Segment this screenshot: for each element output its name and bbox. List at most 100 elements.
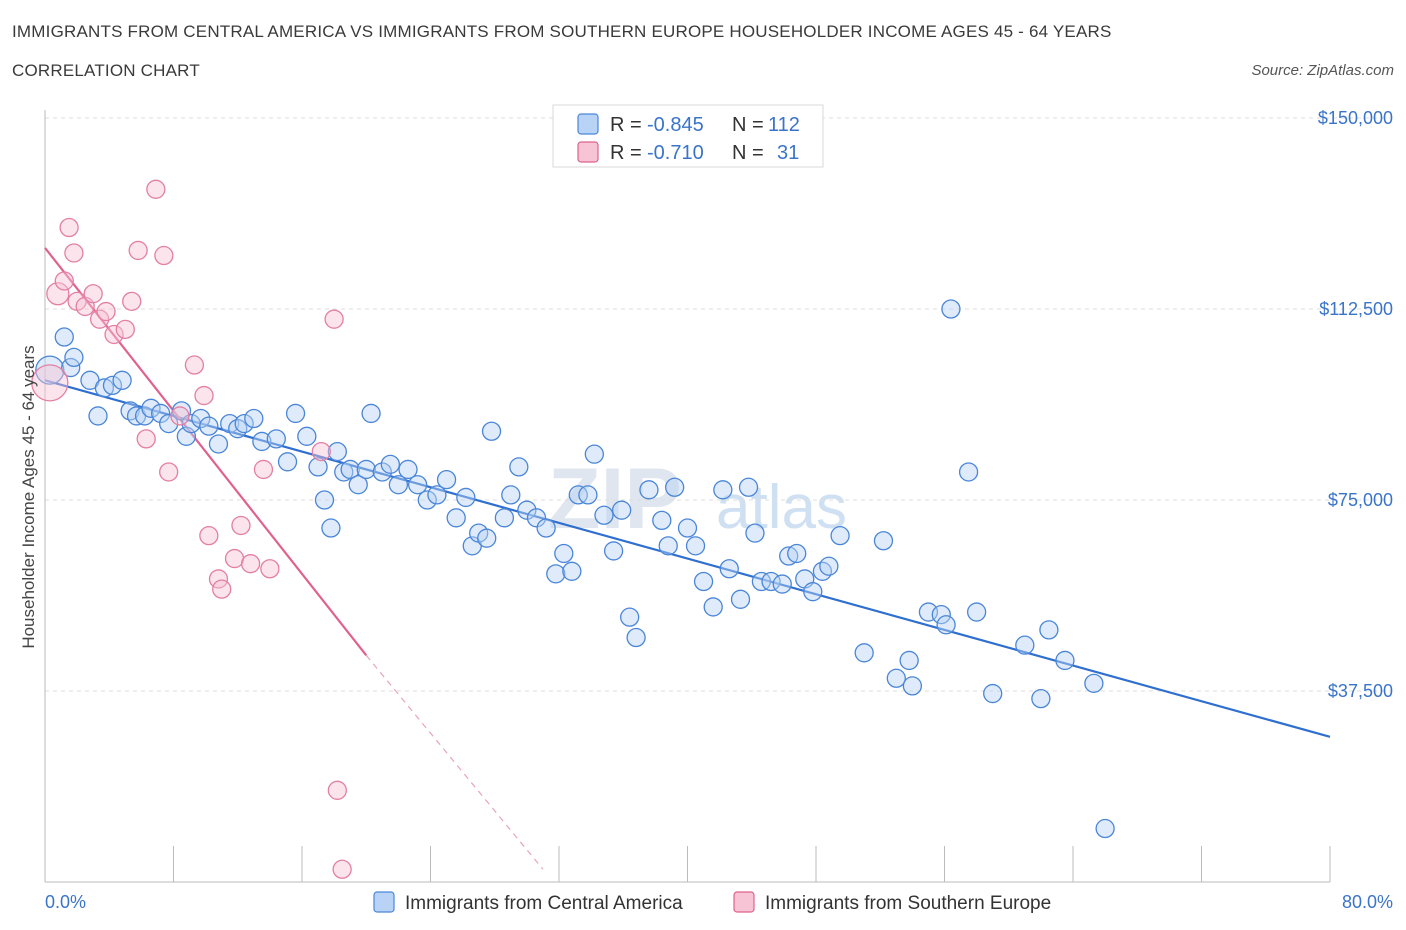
point-central-america-0 xyxy=(35,355,65,385)
y-tick-label-0: $37,500 xyxy=(1328,681,1393,701)
point-central-america-8 xyxy=(112,370,132,390)
point-southern-europe-4 xyxy=(64,243,84,263)
point-central-america-61 xyxy=(562,561,582,581)
legend-r-value-1: -0.845 xyxy=(647,114,704,136)
point-central-america-36 xyxy=(348,475,368,495)
point-southern-europe-31 xyxy=(327,780,347,800)
axes xyxy=(44,110,1331,883)
point-central-america-31 xyxy=(314,490,335,510)
point-central-america-101 xyxy=(941,299,961,319)
series-legend: Immigrants from Central America Immigran… xyxy=(373,891,1051,914)
point-central-america-60 xyxy=(554,543,574,564)
point-central-america-96 xyxy=(899,650,919,671)
point-central-america-47 xyxy=(446,508,466,528)
point-central-america-57 xyxy=(526,508,547,528)
point-central-america-7 xyxy=(102,375,123,396)
point-central-america-26 xyxy=(266,429,286,449)
point-central-america-51 xyxy=(477,528,497,548)
point-central-america-43 xyxy=(407,475,428,495)
series-swatch-southern-europe xyxy=(733,891,755,913)
legend-swatch-blue xyxy=(577,113,599,135)
point-central-america-58 xyxy=(536,518,556,538)
point-southern-europe-10 xyxy=(104,324,124,345)
point-central-america-72 xyxy=(658,536,678,556)
point-central-america-85 xyxy=(772,574,792,594)
x-tick-label-0: 0.0% xyxy=(45,892,86,912)
trend-extension-southern-europe xyxy=(365,654,544,870)
point-central-america-81 xyxy=(738,477,759,497)
point-central-america-110 xyxy=(1095,818,1115,839)
point-central-america-78 xyxy=(713,480,733,500)
point-southern-europe-21 xyxy=(199,526,219,546)
point-southern-europe-3 xyxy=(59,217,79,238)
point-southern-europe-25 xyxy=(231,515,251,536)
point-southern-europe-28 xyxy=(260,559,280,579)
point-central-america-48 xyxy=(456,487,476,508)
point-central-america-67 xyxy=(611,500,632,520)
legend-n-value-2: 31 xyxy=(777,142,799,164)
point-central-america-54 xyxy=(501,485,521,505)
point-central-america-30 xyxy=(308,457,328,477)
point-central-america-18 xyxy=(191,408,211,429)
legend-r-label-2: R = xyxy=(610,142,642,164)
point-central-america-79 xyxy=(719,559,739,579)
point-central-america-44 xyxy=(417,490,437,510)
point-central-america-1 xyxy=(54,327,74,347)
legend-n-value-1: 112 xyxy=(768,114,800,136)
point-central-america-46 xyxy=(436,469,457,490)
y-axis-label: Householder Income Ages 45 - 64 years xyxy=(19,345,38,648)
data-points xyxy=(31,179,1115,879)
tick-labels: $37,500 $75,000 $112,500 $150,000 0.0% 80.0% xyxy=(45,108,1393,912)
point-central-america-109 xyxy=(1084,673,1104,694)
point-central-america-66 xyxy=(603,541,624,561)
point-central-america-82 xyxy=(745,523,765,543)
point-central-america-92 xyxy=(830,526,850,546)
point-central-america-14 xyxy=(159,413,179,434)
point-central-america-103 xyxy=(966,602,987,622)
point-southern-europe-13 xyxy=(128,240,148,261)
point-southern-europe-2 xyxy=(54,271,74,291)
x-tick-label-1: 80.0% xyxy=(1342,892,1393,912)
point-central-america-16 xyxy=(176,426,197,446)
correlation-legend: R = -0.845 N = 112 R = -0.710 N = 31 xyxy=(552,104,824,168)
point-central-america-65 xyxy=(594,505,614,525)
point-central-america-76 xyxy=(693,571,714,592)
point-central-america-27 xyxy=(277,452,298,472)
point-central-america-11 xyxy=(134,406,155,426)
point-central-america-38 xyxy=(361,403,381,424)
y-tick-label-3: $150,000 xyxy=(1318,108,1393,128)
point-central-america-28 xyxy=(285,403,306,424)
point-central-america-102 xyxy=(958,462,979,482)
point-central-america-90 xyxy=(812,561,833,581)
point-central-america-45 xyxy=(427,485,447,505)
point-central-america-74 xyxy=(677,518,698,538)
series-swatch-central-america xyxy=(373,891,395,913)
point-central-america-80 xyxy=(730,589,751,609)
point-central-america-5 xyxy=(88,406,108,426)
legend-r-label-1: R = xyxy=(610,114,642,136)
point-southern-europe-20 xyxy=(194,385,214,406)
series-label-southern-europe: Immigrants from Southern Europe xyxy=(765,893,1051,914)
y-tick-label-1: $75,000 xyxy=(1328,490,1393,510)
point-central-america-13 xyxy=(150,403,171,424)
legend-n-label-2: N = xyxy=(732,142,764,164)
point-central-america-108 xyxy=(1055,650,1075,671)
point-central-america-29 xyxy=(297,426,317,446)
point-central-america-93 xyxy=(854,643,874,663)
point-central-america-73 xyxy=(665,477,685,497)
point-central-america-59 xyxy=(546,564,566,584)
watermark-zip: ZIP xyxy=(548,451,682,547)
point-central-america-19 xyxy=(199,416,219,436)
point-central-america-42 xyxy=(398,459,418,480)
point-southern-europe-7 xyxy=(83,284,103,304)
point-central-america-56 xyxy=(517,500,537,520)
point-central-america-63 xyxy=(578,485,598,505)
point-central-america-40 xyxy=(380,454,400,474)
legend-r-value-2: -0.710 xyxy=(647,142,704,164)
point-central-america-64 xyxy=(584,444,604,464)
point-central-america-32 xyxy=(321,518,341,538)
watermark-atlas: atlas xyxy=(716,473,847,542)
point-central-america-97 xyxy=(902,676,923,696)
point-central-america-12 xyxy=(141,398,161,418)
point-central-america-95 xyxy=(886,668,906,688)
